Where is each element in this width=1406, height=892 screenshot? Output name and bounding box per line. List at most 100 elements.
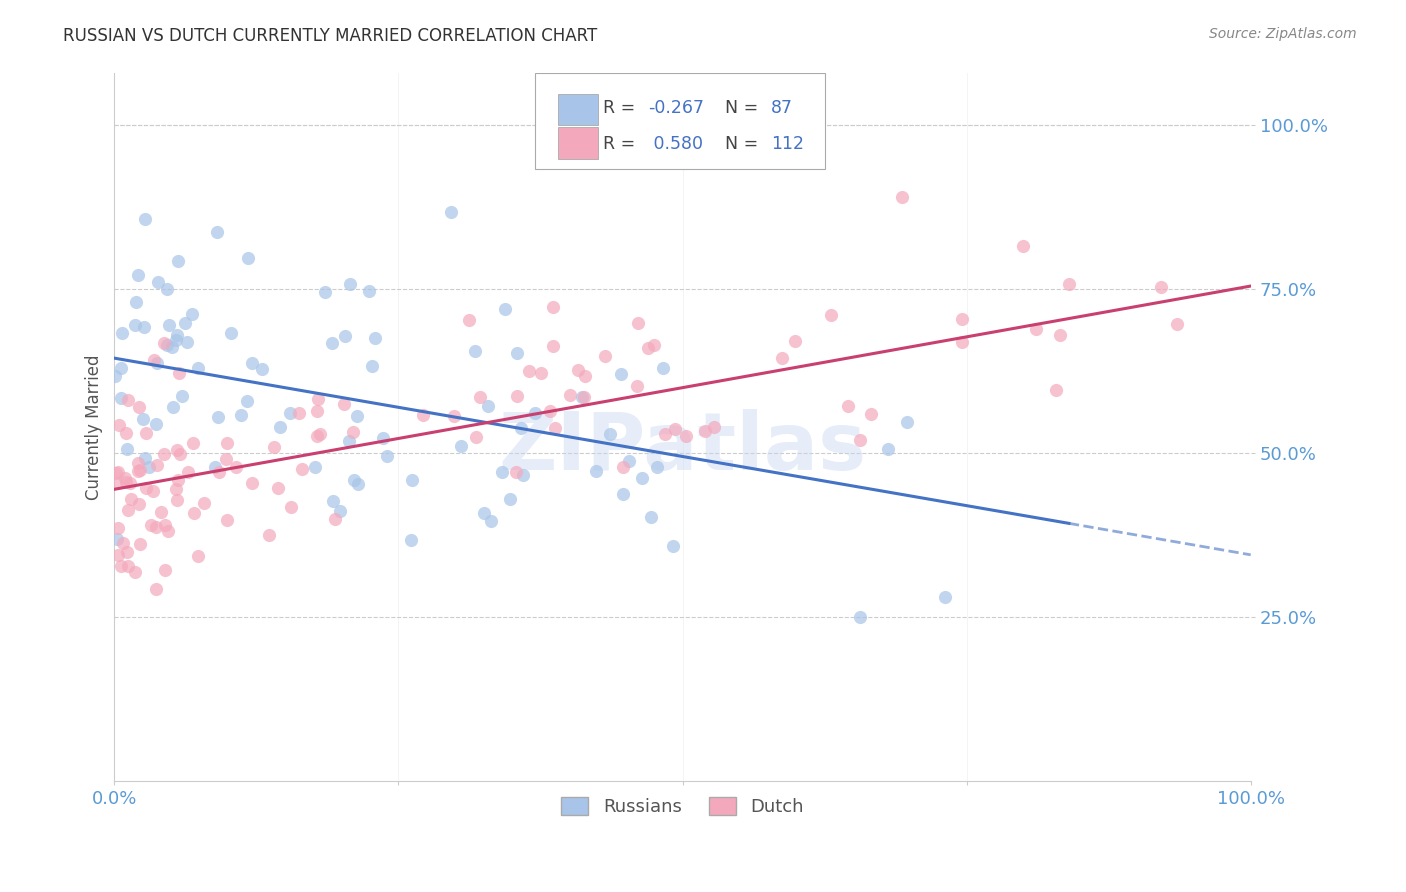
- Point: [124, 318, 146, 333]
- Point: [139, 517, 162, 532]
- FancyBboxPatch shape: [558, 128, 599, 159]
- Point: [321, 336, 343, 351]
- Point: [156, 282, 179, 296]
- Point: [124, 565, 146, 579]
- Point: [645, 460, 668, 475]
- Point: [505, 389, 527, 403]
- Point: [322, 493, 344, 508]
- Point: [105, 476, 128, 491]
- Point: [664, 422, 686, 436]
- Point: [1057, 277, 1080, 291]
- Point: [150, 506, 173, 520]
- Point: [651, 360, 673, 375]
- Point: [877, 442, 900, 456]
- Y-axis label: Currently Married: Currently Married: [86, 354, 103, 500]
- Point: [599, 426, 621, 441]
- Point: [125, 294, 148, 309]
- Point: [530, 366, 553, 380]
- Point: [952, 311, 974, 326]
- Point: [127, 456, 149, 470]
- Point: [544, 421, 567, 435]
- Point: [117, 503, 139, 517]
- Point: [177, 465, 200, 479]
- Point: [157, 318, 180, 332]
- Point: [512, 468, 534, 483]
- Point: [359, 285, 381, 299]
- Point: [1025, 322, 1047, 336]
- Point: [166, 492, 188, 507]
- Point: [837, 399, 859, 413]
- Point: [110, 361, 132, 376]
- Point: [1045, 383, 1067, 397]
- Point: [110, 391, 132, 405]
- Point: [307, 429, 329, 443]
- Point: [107, 548, 129, 562]
- Point: [167, 366, 190, 380]
- Point: [375, 449, 398, 463]
- Point: [662, 539, 685, 553]
- Text: 0.580: 0.580: [648, 135, 703, 153]
- Point: [104, 466, 127, 480]
- Point: [236, 252, 259, 266]
- Point: [145, 356, 167, 370]
- Point: [541, 339, 564, 353]
- Point: [153, 517, 176, 532]
- Point: [695, 424, 717, 438]
- Point: [146, 275, 169, 289]
- Point: [166, 442, 188, 457]
- Point: [820, 308, 842, 322]
- Text: R =: R =: [603, 99, 641, 118]
- Point: [308, 427, 330, 442]
- Point: [257, 528, 280, 542]
- Point: [950, 334, 973, 349]
- Point: [217, 435, 239, 450]
- Point: [128, 537, 150, 551]
- Point: [450, 440, 472, 454]
- Point: [134, 481, 156, 495]
- Point: [278, 406, 301, 420]
- Point: [240, 475, 263, 490]
- Point: [170, 389, 193, 403]
- Text: ZIPatlas: ZIPatlas: [499, 409, 866, 487]
- Point: [115, 545, 138, 559]
- Point: [524, 406, 547, 420]
- Point: [167, 473, 190, 487]
- Point: [612, 487, 634, 501]
- Point: [346, 476, 368, 491]
- Point: [491, 465, 513, 479]
- Point: [180, 308, 202, 322]
- Point: [291, 462, 314, 476]
- Point: [269, 419, 291, 434]
- Point: [127, 464, 149, 478]
- Point: [785, 334, 807, 348]
- Point: [152, 336, 174, 351]
- Point: [412, 408, 434, 422]
- Point: [890, 190, 912, 204]
- Point: [128, 400, 150, 414]
- Text: R =: R =: [603, 135, 641, 153]
- Point: [304, 459, 326, 474]
- Point: [585, 465, 607, 479]
- Point: [181, 435, 204, 450]
- Point: [115, 475, 138, 489]
- Point: [205, 225, 228, 239]
- Point: [1166, 317, 1188, 331]
- Point: [145, 417, 167, 431]
- Point: [574, 368, 596, 383]
- Point: [934, 590, 956, 604]
- Point: [675, 429, 697, 443]
- Point: [183, 506, 205, 520]
- Point: [464, 430, 486, 444]
- Point: [215, 452, 238, 467]
- Point: [440, 204, 463, 219]
- Point: [703, 420, 725, 434]
- Point: [145, 520, 167, 534]
- Point: [371, 431, 394, 445]
- Point: [132, 320, 155, 334]
- Point: [307, 392, 329, 406]
- Point: [134, 211, 156, 226]
- Point: [457, 313, 479, 327]
- Point: [770, 351, 793, 365]
- Point: [187, 549, 209, 563]
- Point: [267, 481, 290, 495]
